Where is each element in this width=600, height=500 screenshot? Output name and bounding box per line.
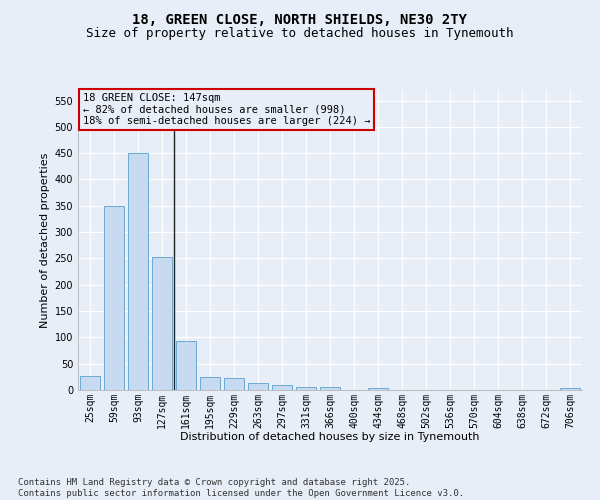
- Bar: [224, 378, 244, 390]
- Bar: [320, 388, 340, 390]
- Text: 18, GREEN CLOSE, NORTH SHIELDS, NE30 2TY: 18, GREEN CLOSE, NORTH SHIELDS, NE30 2TY: [133, 12, 467, 26]
- Bar: [128, 153, 148, 390]
- Text: Contains HM Land Registry data © Crown copyright and database right 2025.
Contai: Contains HM Land Registry data © Crown c…: [18, 478, 464, 498]
- Bar: [560, 388, 580, 390]
- Bar: [80, 376, 100, 390]
- Bar: [248, 383, 268, 390]
- X-axis label: Distribution of detached houses by size in Tynemouth: Distribution of detached houses by size …: [180, 432, 480, 442]
- Bar: [176, 341, 196, 390]
- Bar: [272, 384, 292, 390]
- Bar: [104, 206, 124, 390]
- Text: 18 GREEN CLOSE: 147sqm
← 82% of detached houses are smaller (998)
18% of semi-de: 18 GREEN CLOSE: 147sqm ← 82% of detached…: [83, 93, 371, 126]
- Bar: [152, 257, 172, 390]
- Text: Size of property relative to detached houses in Tynemouth: Size of property relative to detached ho…: [86, 28, 514, 40]
- Bar: [296, 387, 316, 390]
- Bar: [368, 388, 388, 390]
- Y-axis label: Number of detached properties: Number of detached properties: [40, 152, 50, 328]
- Bar: [200, 377, 220, 390]
